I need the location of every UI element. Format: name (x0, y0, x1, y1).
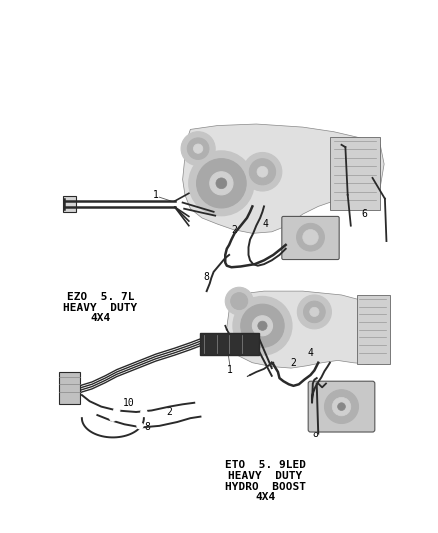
Circle shape (332, 398, 351, 416)
Text: 4X4: 4X4 (91, 313, 111, 324)
Circle shape (137, 423, 143, 429)
Circle shape (257, 166, 268, 177)
Text: 8: 8 (312, 429, 318, 439)
Circle shape (197, 159, 246, 208)
Circle shape (297, 295, 332, 329)
Text: 8: 8 (145, 422, 151, 432)
Circle shape (231, 293, 248, 310)
Circle shape (258, 321, 267, 330)
Circle shape (233, 296, 292, 355)
Circle shape (241, 304, 284, 348)
Circle shape (304, 301, 325, 322)
FancyBboxPatch shape (308, 381, 375, 432)
Circle shape (181, 132, 215, 166)
Text: EZO  5. 7L: EZO 5. 7L (67, 292, 134, 302)
Circle shape (252, 316, 272, 336)
Circle shape (310, 308, 319, 317)
FancyBboxPatch shape (282, 216, 339, 260)
Circle shape (189, 151, 254, 216)
Circle shape (216, 178, 227, 189)
Polygon shape (227, 291, 389, 368)
Circle shape (338, 403, 346, 410)
Circle shape (225, 287, 253, 315)
Polygon shape (183, 124, 384, 233)
Circle shape (249, 159, 276, 185)
Circle shape (194, 144, 203, 154)
Bar (357, 295, 389, 364)
Bar (63, 196, 77, 212)
Bar (330, 137, 380, 210)
Text: 8: 8 (204, 272, 210, 282)
Text: 1: 1 (152, 190, 159, 200)
Text: 2: 2 (232, 224, 237, 235)
Text: 2: 2 (290, 358, 297, 368)
Text: 10: 10 (123, 398, 134, 408)
Bar (59, 372, 80, 405)
Circle shape (187, 138, 209, 159)
Circle shape (210, 172, 233, 195)
Circle shape (113, 407, 120, 414)
Circle shape (303, 230, 318, 245)
Text: 6: 6 (362, 209, 367, 219)
Text: 4: 4 (263, 219, 268, 229)
Text: HEAVY  DUTY: HEAVY DUTY (228, 471, 302, 481)
Text: 4: 4 (307, 348, 314, 358)
Circle shape (110, 415, 116, 421)
Text: HYDRO  BOOST: HYDRO BOOST (225, 482, 306, 491)
Circle shape (325, 390, 359, 424)
Circle shape (297, 223, 325, 251)
Text: HEAVY  DUTY: HEAVY DUTY (64, 303, 138, 312)
Bar (201, 334, 258, 355)
Text: ETO  5. 9LED: ETO 5. 9LED (225, 460, 306, 470)
Circle shape (243, 152, 282, 191)
Text: 2: 2 (166, 407, 173, 417)
Text: 4X4: 4X4 (255, 492, 276, 502)
Text: 1: 1 (227, 366, 233, 375)
Circle shape (141, 409, 147, 415)
